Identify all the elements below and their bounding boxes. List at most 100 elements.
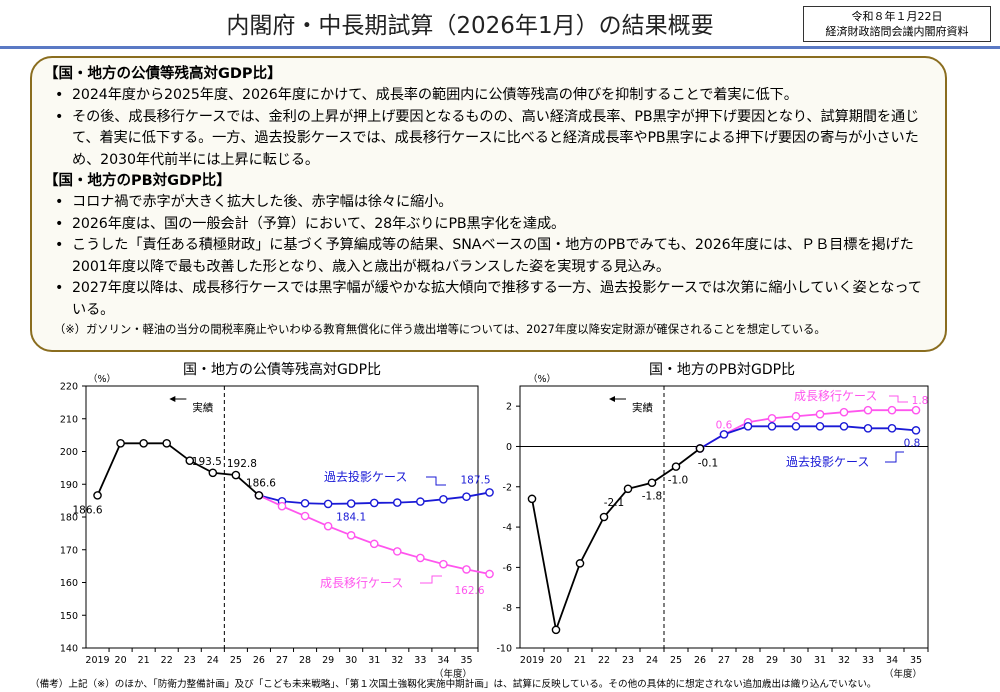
y-tick-label: 200: [60, 447, 78, 458]
source-box: 令和８年１月22日 経済財政諮問会議内閣府資料: [803, 6, 991, 42]
data-point-actual: [527, 494, 537, 504]
series-label-baseline: 過去投影ケース: [324, 469, 407, 484]
data-label: 184.1: [336, 512, 366, 524]
y-tick-label: -4: [503, 523, 512, 534]
title-bar: 内閣府・中長期試算（2026年1月）の結果概要 令和８年１月22日 経済財政諮問…: [0, 0, 1000, 52]
x-tick-label: 25: [230, 655, 242, 666]
data-label: 0.6: [716, 419, 733, 431]
x-tick-label: 32: [838, 655, 850, 666]
data-point-growth: [392, 547, 402, 556]
data-label: 0.8: [904, 437, 921, 449]
data-point-growth: [439, 559, 448, 569]
x-tick-label: 21: [138, 655, 150, 666]
series-line-actual: [531, 447, 701, 634]
y-tick-label: -6: [503, 563, 512, 574]
data-point-baseline: [346, 499, 356, 508]
debt-ratio-chart: 国・地方の公債等残高対GDP比 （%） （年度） 140 150 160 170 180 190…: [60, 361, 494, 678]
actual-arrow-head: [169, 396, 176, 402]
x-tick-label: 21: [574, 655, 586, 666]
y-tick-label: -2: [503, 482, 512, 493]
y-tick-label: 220: [60, 382, 78, 393]
y-axis-unit: （%）: [528, 373, 556, 385]
x-tick-label: 2019: [85, 655, 109, 666]
data-point-baseline: [839, 422, 849, 431]
x-tick-label: 34: [886, 655, 898, 666]
source-date: 令和８年１月22日: [851, 10, 943, 23]
data-label: 186.6: [72, 504, 102, 516]
data-point-baseline: [485, 488, 494, 497]
data-label: 193.5: [192, 456, 222, 468]
x-tick-label: 33: [414, 655, 426, 666]
data-label: 192.8: [227, 458, 257, 470]
data-point-baseline: [887, 424, 897, 433]
x-tick-label: 30: [790, 655, 802, 666]
x-tick-label: 27: [276, 655, 288, 666]
data-point-actual: [695, 444, 705, 453]
y-tick-label: 140: [60, 644, 78, 655]
data-point-baseline: [416, 497, 425, 506]
data-point-actual: [599, 512, 609, 522]
series-line-growth: [699, 409, 916, 450]
data-point-actual: [254, 491, 264, 500]
x-tick-label: 20: [115, 655, 127, 666]
data-point-baseline: [462, 492, 471, 501]
debt-bullet-2: その後、成長移行ケースでは、金利の上昇が押上げ要因となるものの、高い経済成長率、…: [44, 107, 931, 172]
leader-line-baseline: [885, 451, 904, 463]
y-axis-unit: （%）: [88, 373, 116, 385]
data-label: -0.1: [698, 457, 719, 469]
y-tick-label: 180: [60, 513, 78, 524]
data-point-actual: [671, 462, 681, 471]
y-tick-label: 0: [506, 442, 512, 453]
data-point-baseline: [911, 426, 921, 435]
data-point-baseline: [815, 422, 825, 431]
data-point-baseline: [439, 495, 448, 504]
data-point-actual: [162, 439, 172, 448]
data-point-actual: [623, 484, 633, 494]
actual-marker-label: 実績: [632, 401, 653, 414]
pb-bullet-2: 2026年度は、国の一般会計（予算）において、28年ぶりにPB黒字化を達成。: [44, 214, 931, 236]
x-tick-label: 35: [460, 655, 472, 666]
x-tick-label: 32: [391, 655, 403, 666]
x-tick-label: 35: [910, 655, 922, 666]
pb-bullet-4: 2027年度以降は、成長移行ケースでは黒字幅が緩やかな拡大傾向で推移する一方、過…: [44, 278, 931, 321]
data-point-actual: [575, 559, 585, 568]
data-label: 186.6: [246, 477, 276, 489]
data-point-growth: [767, 413, 777, 423]
x-tick-label: 23: [184, 655, 196, 666]
data-point-actual: [139, 439, 148, 448]
x-tick-label: 34: [437, 655, 449, 666]
x-tick-label: 24: [207, 655, 219, 666]
data-point-baseline: [392, 498, 402, 507]
x-tick-label: 29: [766, 655, 778, 666]
pb-bullet-1: コロナ禍で赤字が大きく拡大した後、赤字幅は徐々に縮小。: [44, 192, 931, 214]
pb-ratio-chart: 国・地方のPB対GDP比 （%） （年度） -10 -8 -6 -4 -2 0 2 2019 20 21…: [496, 362, 929, 678]
data-point-growth: [323, 521, 333, 531]
data-point-growth: [369, 539, 379, 549]
data-point-baseline: [719, 430, 729, 439]
x-axis-unit: （年度）: [884, 668, 922, 678]
y-tick-label: 190: [60, 480, 78, 491]
data-point-growth: [863, 405, 873, 415]
data-point-actual: [551, 625, 561, 635]
y-tick-label: -8: [503, 603, 512, 614]
data-point-baseline: [791, 422, 801, 431]
series-label-growth: 成長移行ケース: [320, 576, 403, 590]
leader-line-growth: [420, 575, 442, 584]
data-point-baseline: [369, 498, 379, 508]
debt-heading: 【国・地方の公債等残高対GDP比】: [44, 66, 282, 82]
data-point-actual: [647, 478, 657, 488]
data-point-growth: [887, 405, 897, 415]
data-point-actual: [116, 439, 125, 448]
data-label: 162.6: [454, 585, 484, 597]
x-tick-label: 2019: [520, 655, 544, 666]
summary-box: 【国・地方の公債等残高対GDP比】 2024年度から2025年度、2026年度に…: [30, 56, 947, 352]
data-point-growth: [416, 553, 425, 563]
data-point-baseline: [863, 424, 873, 433]
series-label-baseline: 過去投影ケース: [786, 454, 869, 469]
x-tick-label: 33: [862, 655, 874, 666]
data-point-growth: [346, 531, 356, 540]
series-label-growth: 成長移行ケース: [794, 389, 877, 403]
x-tick-label: 25: [670, 655, 682, 666]
x-tick-label: 23: [622, 655, 634, 666]
x-tick-label: 28: [742, 655, 754, 666]
